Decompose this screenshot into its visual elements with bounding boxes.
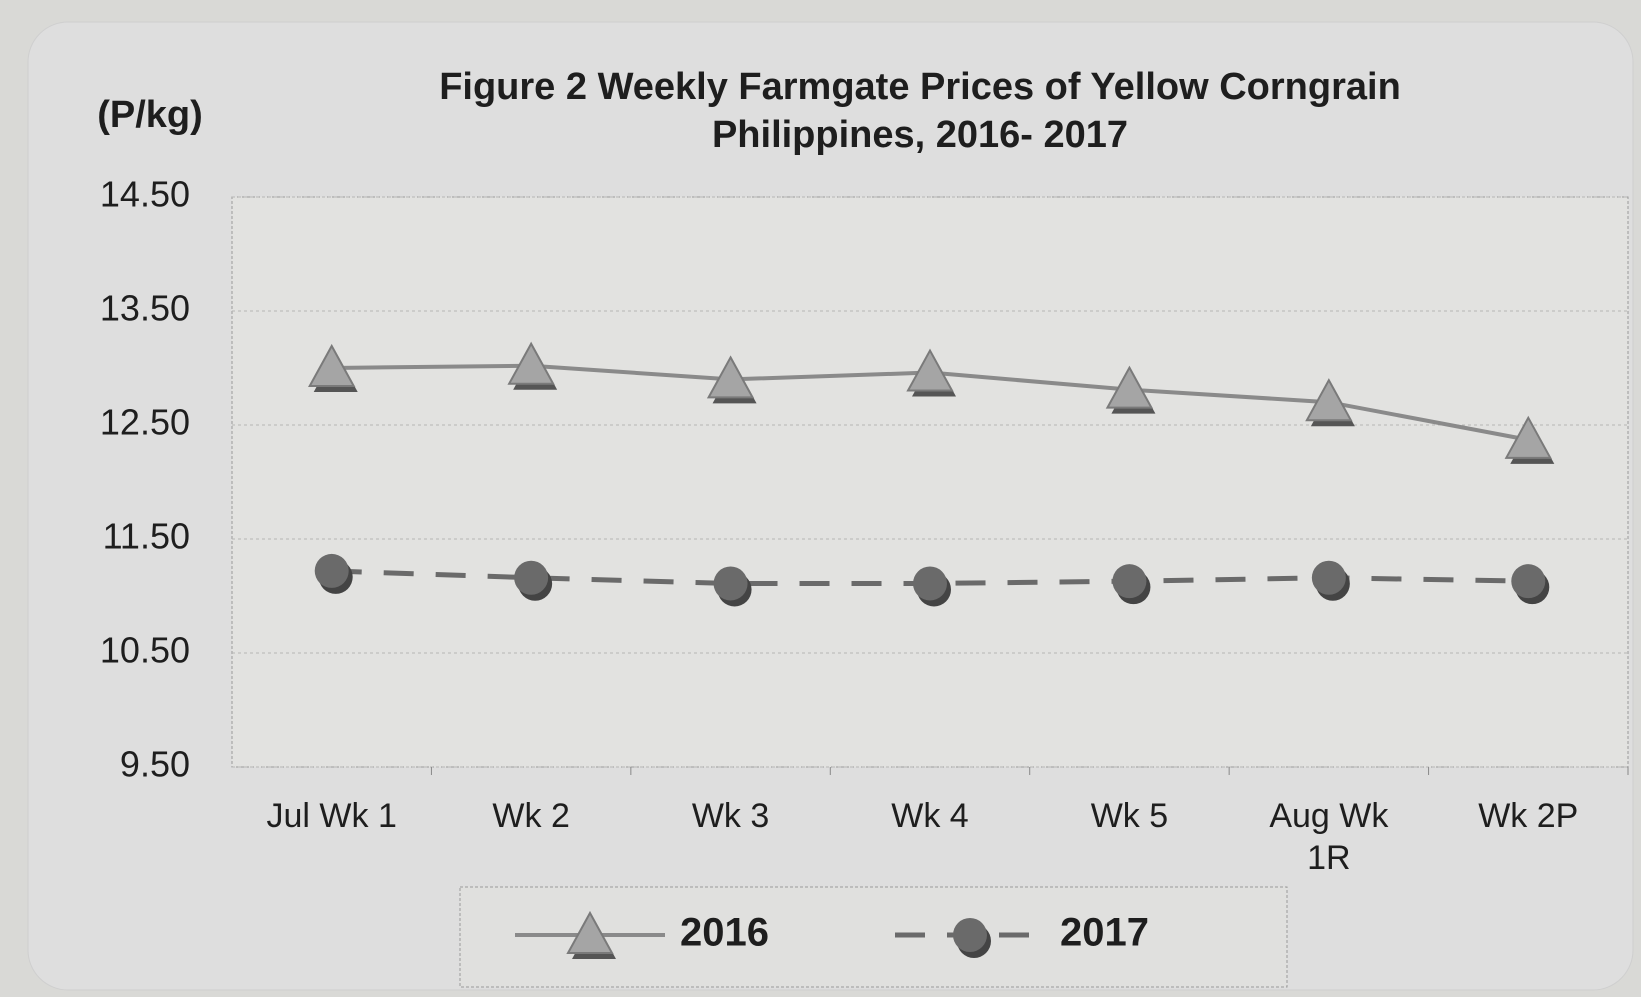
data-point: [1311, 560, 1346, 595]
x-tick-label: Wk 4: [891, 797, 969, 835]
data-point: [308, 343, 356, 387]
legend-label: 2017: [1060, 911, 1149, 955]
data-point: [706, 355, 755, 399]
data-point: [507, 341, 555, 385]
plot-area: [231, 196, 1629, 768]
data-point: [1511, 564, 1546, 599]
x-tick-label: Wk 5: [1090, 797, 1169, 835]
data-point: [1112, 564, 1147, 599]
data-point: [713, 566, 748, 601]
chart-title: Figure 2 Weekly Farmgate Prices of Yello…: [439, 66, 1401, 108]
data-point: [906, 348, 954, 392]
data-point: [1504, 415, 1552, 459]
legend-marker: [953, 918, 987, 952]
data-point: [913, 566, 947, 601]
y-tick-label: 14.50: [100, 174, 190, 215]
y-tick-label: 13.50: [100, 288, 190, 329]
y-tick-label: 12.50: [100, 402, 190, 443]
x-tick-label: Wk 2: [492, 797, 570, 835]
y-tick-label: 9.50: [120, 744, 190, 785]
x-tick-label: Wk 2P: [1478, 797, 1579, 835]
data-point: [514, 560, 549, 595]
legend-label: 2016: [680, 911, 769, 955]
y-tick-label: 10.50: [100, 630, 190, 671]
data-point: [1305, 378, 1353, 422]
y-axis-label: (P/kg): [97, 94, 203, 136]
x-tick-label: Jul Wk 1: [266, 797, 397, 835]
data-point: [1105, 365, 1154, 409]
x-tick-label: Aug Wk 1R: [1269, 797, 1389, 877]
chart-subtitle: Philippines, 2016- 2017: [712, 114, 1128, 156]
y-tick-label: 11.50: [103, 516, 190, 557]
x-tick-label: Wk 3: [691, 797, 770, 835]
data-point: [314, 553, 349, 588]
legend-marker: [566, 910, 614, 954]
